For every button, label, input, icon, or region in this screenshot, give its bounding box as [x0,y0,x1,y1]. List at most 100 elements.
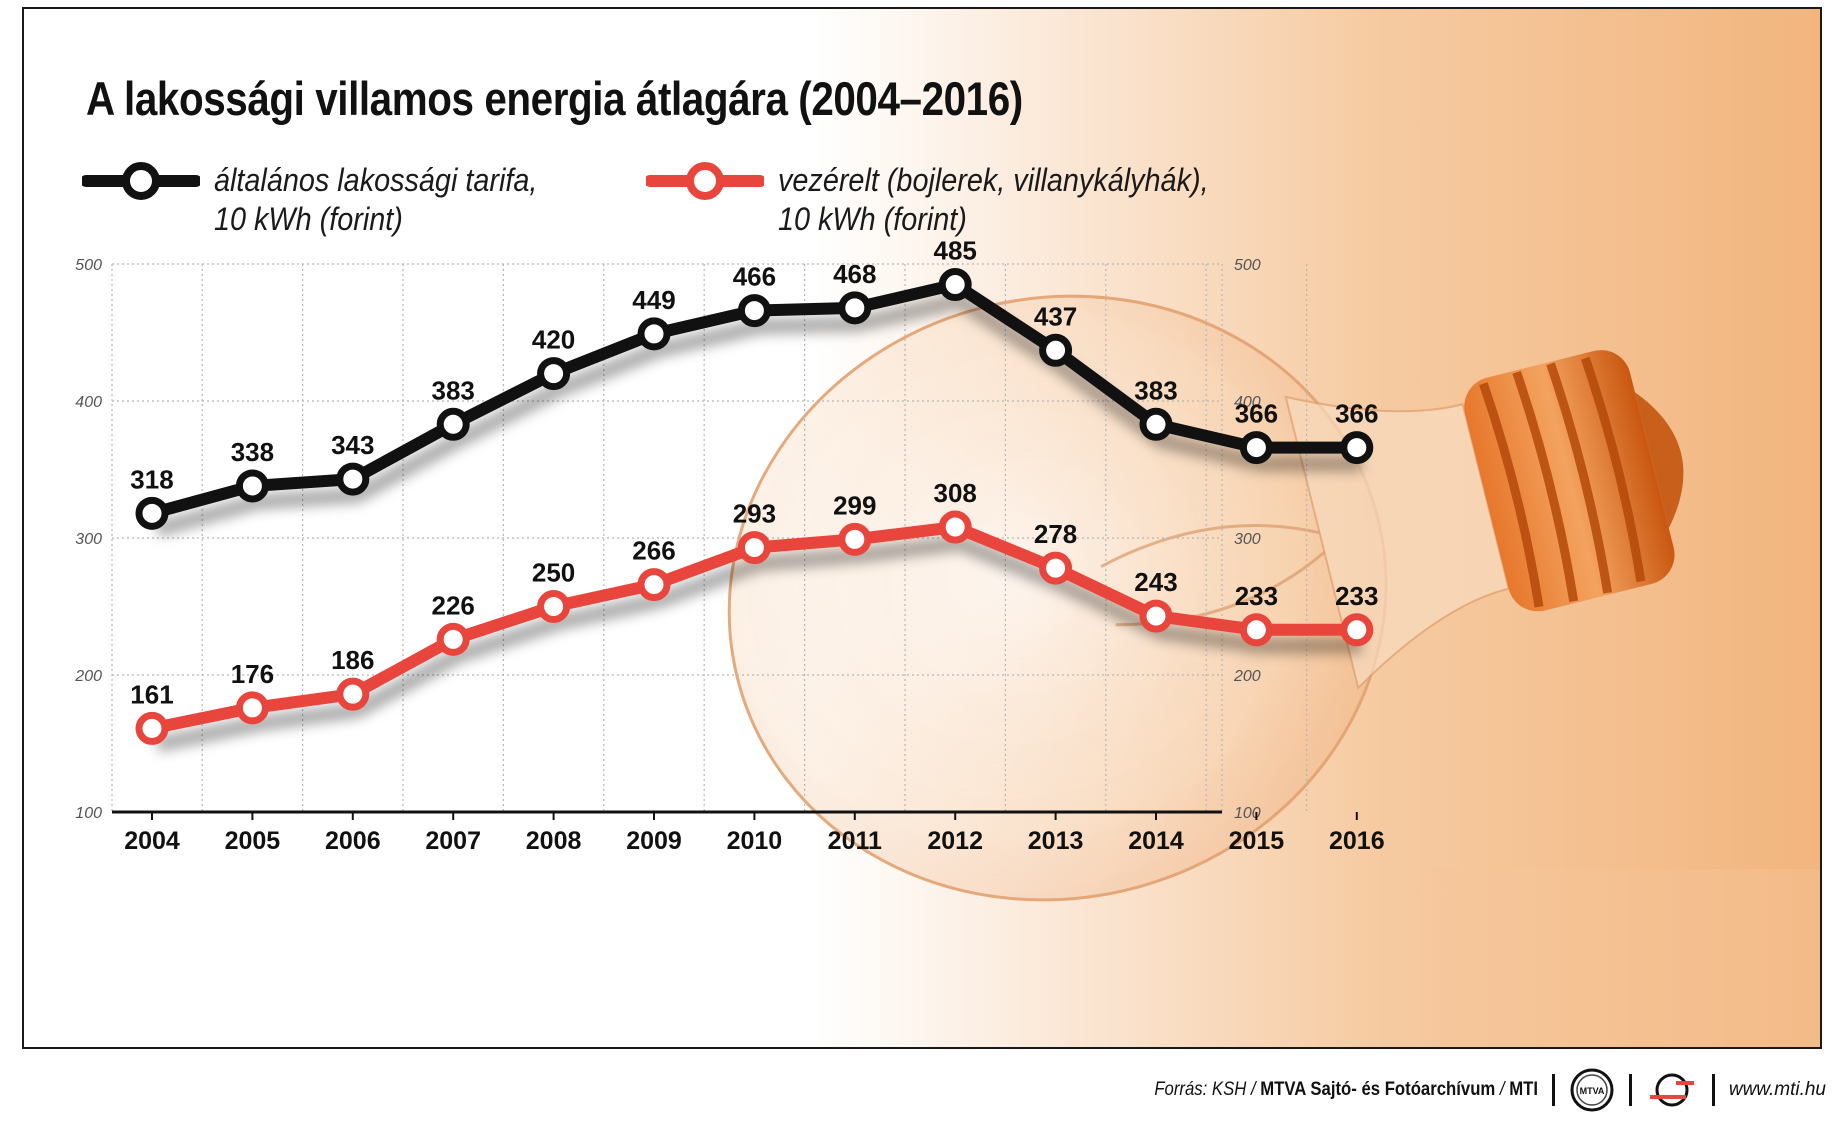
x-tick-label: 2005 [225,827,281,855]
data-point-marker [436,622,470,656]
data-value-label: 293 [733,499,776,529]
legend-circle-marker [122,162,160,200]
mtva-logo-icon: MTVA [1570,1068,1614,1112]
data-value-label: 278 [1034,519,1077,549]
footer-divider [1628,1074,1632,1106]
data-value-label: 383 [1134,375,1177,405]
data-value-label: 366 [1235,399,1278,429]
data-value-label: 449 [632,285,675,315]
data-point-marker [235,469,269,503]
data-point-marker [235,691,269,725]
data-point-marker [436,407,470,441]
mti-logo-icon [1649,1073,1694,1107]
data-point-marker [135,711,169,745]
data-value-label: 437 [1034,301,1077,331]
data-value-label: 161 [130,679,173,709]
data-point-marker [1340,431,1374,465]
source-prefix: Forrás: KSH / [1154,1079,1261,1100]
x-tick-label: 2010 [727,827,783,855]
x-tick-label: 2014 [1128,827,1184,855]
legend-circle-marker [686,162,724,200]
data-value-label: 466 [733,262,776,292]
y-tick-label-right: 200 [1233,668,1261,685]
data-point-marker [1139,407,1173,441]
x-tick-label: 2015 [1229,827,1285,855]
y-tick-label-right: 500 [1234,257,1261,274]
data-point-marker [637,317,671,351]
legend-item-controlled-tariff: vezérelt (bojlerek, villanykályhák), 10 … [646,161,1256,239]
y-tick-label-left: 200 [74,668,102,685]
data-point-marker [1139,599,1173,633]
data-point-marker [1239,613,1273,647]
chart-series [135,268,1374,745]
legend-label-line2: 10 kWh (forint) [778,201,967,237]
data-value-label: 266 [632,536,675,566]
source-mti: MTI [1509,1079,1538,1100]
y-tick-label-left: 100 [75,805,102,822]
data-value-label: 420 [532,325,575,355]
data-value-label: 233 [1335,581,1378,611]
data-point-marker [1340,613,1374,647]
line-shadows [154,292,1362,753]
x-tick-label: 2008 [526,827,582,855]
footer-divider [1551,1074,1555,1106]
legend-label-line2: 10 kWh (forint) [214,201,403,237]
data-value-label: 308 [934,478,977,508]
data-point-marker [938,268,972,302]
legend-item-general-tariff: általános lakossági tarifa, 10 kWh (fori… [82,161,573,239]
y-tick-label-left: 500 [75,257,102,274]
x-tick-label: 2004 [124,827,180,855]
data-value-label: 243 [1134,567,1177,597]
data-value-label: 299 [833,490,876,520]
footer: Forrás: KSH / MTVA Sajtó- és Fotóarchívu… [1102,1068,1826,1112]
x-tick-label: 2007 [425,827,481,855]
data-value-label: 468 [833,259,876,289]
data-value-label: 485 [934,236,977,266]
data-point-marker [135,496,169,530]
data-value-label: 176 [231,659,274,689]
website-link[interactable]: www.mti.hu [1728,1079,1826,1100]
source-separator: / [1495,1079,1510,1100]
chart-grid [112,263,1308,812]
data-point-marker [938,510,972,544]
data-point-marker [838,291,872,325]
y-tick-label-right: 400 [1234,394,1261,411]
chart-title: A lakossági villamos energia átlagára (2… [86,72,1023,125]
y-tick-label-right: 100 [1234,805,1261,822]
data-value-label: 233 [1235,581,1278,611]
data-point-marker [336,677,370,711]
line-chart: 100 100 200 200 300 300 400 400 500 500 2004 2005 20… [74,236,1384,855]
data-point-marker [737,294,771,328]
infographic-frame: 100 100 200 200 300 300 400 400 500 500 2004 2005 20… [22,7,1822,1049]
series-line-shadow [154,292,1362,538]
data-point-marker [1039,333,1073,367]
series-line-shadow [155,535,1362,753]
data-point-marker [1039,551,1073,585]
data-point-marker [537,590,571,623]
source-archive: MTVA Sajtó- és Fotóarchívum [1260,1079,1496,1100]
legend-marker-black [82,162,200,200]
legend-label-line1: általános lakossági tarifa, [214,162,538,198]
mtva-logo-text: MTVA [1579,1086,1604,1096]
chart-labels: 318 338 343 383 420 449 466 468 485 437 383 366 366 1… [130,236,1378,710]
data-value-label: 318 [130,464,173,494]
x-tick-label: 2009 [626,827,682,855]
y-tick-label-right: 300 [1234,531,1261,548]
data-value-label: 338 [231,437,274,467]
data-value-label: 226 [432,590,475,620]
x-tick-label: 2011 [828,827,882,855]
legend-marker-red [646,162,764,200]
data-value-label: 383 [432,375,475,405]
x-tick-label: 2016 [1329,827,1385,855]
data-point-marker [537,357,571,391]
data-point-marker [336,462,370,496]
source-credit: Forrás: KSH / MTVA Sajtó- és Fotóarchívu… [1154,1079,1538,1101]
data-value-label: 250 [532,558,575,588]
x-tick-label: 2013 [1028,827,1084,855]
chart-axes: 100 100 200 200 300 300 400 400 500 500 2004 2005 20… [74,257,1384,855]
data-point-marker [637,568,671,602]
x-tick-label: 2012 [927,827,983,855]
legend-label: vezérelt (bojlerek, villanykályhák), 10 … [778,161,1209,239]
y-tick-label-left: 400 [75,394,102,411]
data-point-marker [1239,431,1273,465]
